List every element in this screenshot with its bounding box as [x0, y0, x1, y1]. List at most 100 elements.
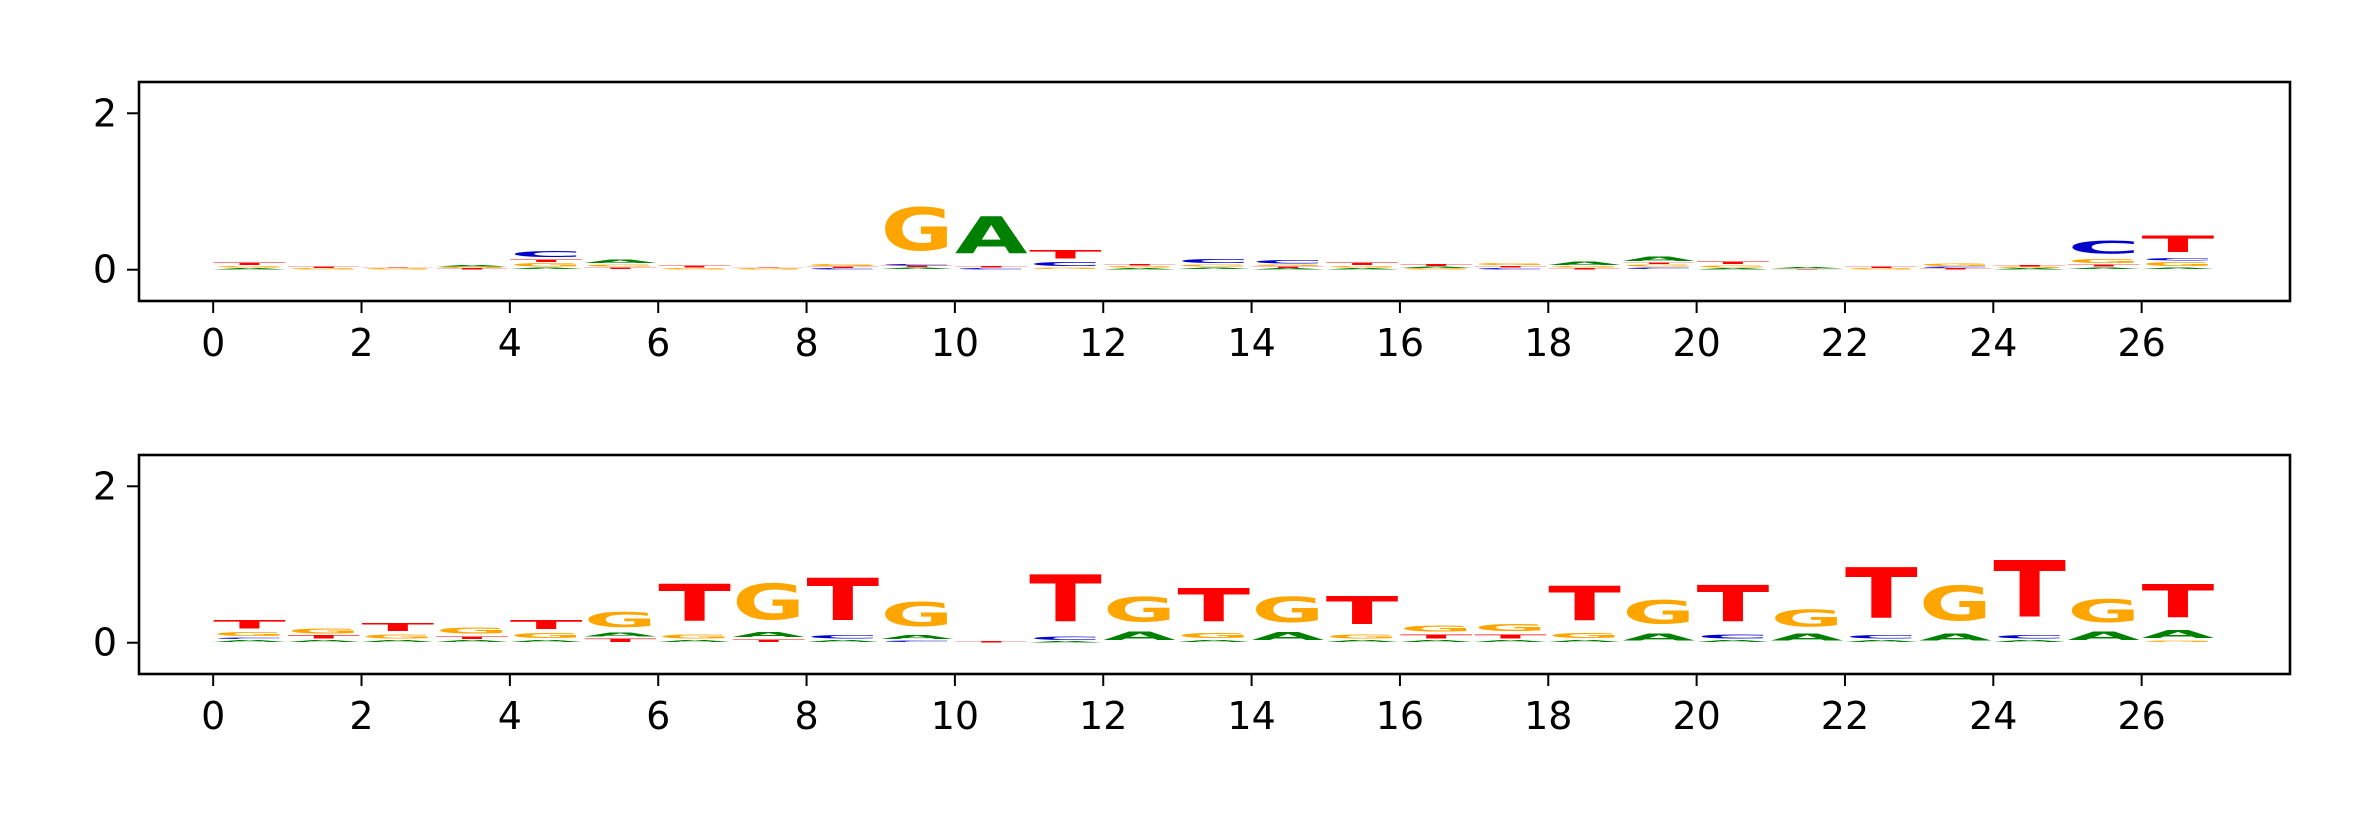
logo-letter-G: G — [1622, 593, 1695, 631]
y-tick-label: 2 — [93, 91, 117, 135]
x-tick-label: 2 — [349, 694, 373, 738]
x-tick-label: 6 — [646, 694, 670, 738]
logo-letter-T: T — [436, 636, 510, 640]
logo-letter-A: A — [1548, 261, 1621, 266]
logo-letter-T: T — [1103, 263, 1176, 265]
logo-letter-A: A — [1326, 268, 1400, 270]
logo-letter-G: G — [1103, 590, 1176, 629]
logo-letter-G: G — [1548, 632, 1621, 640]
logo-letter-C: C — [2142, 257, 2215, 261]
logo-letter-T: T — [584, 267, 657, 269]
logo-letter-A: A — [1697, 268, 1771, 270]
logo-letter-T: T — [1845, 267, 1918, 269]
x-tick-label: 8 — [794, 694, 818, 738]
logo-letter-G: G — [732, 268, 805, 270]
logo-letter-T: T — [287, 267, 360, 269]
logo-letter-T: T — [436, 268, 509, 270]
logo-letter-G: G — [1474, 263, 1547, 266]
logo-letter-G: G — [1177, 632, 1250, 640]
logo-letter-A: A — [1622, 631, 1695, 643]
logo-letter-G: G — [287, 627, 360, 635]
logo-letter-C: C — [1252, 260, 1325, 265]
logo-letter-T: T — [1400, 633, 1473, 639]
logo-letter-T: T — [213, 262, 287, 266]
logo-panel-1: AGTGTGTTGAAGTCTGAGTGTCTGATCGCTAGCTAGTAGC… — [93, 80, 2292, 365]
logo-letter-T: T — [807, 267, 880, 269]
logo-letter-C: C — [1029, 636, 1102, 641]
logo-letter-C: C — [807, 634, 880, 639]
logo-letter-T: T — [1845, 554, 1918, 635]
x-tick-label: 26 — [2117, 694, 2165, 738]
logo-letter-T: T — [1177, 579, 1250, 632]
axes-frame — [137, 453, 2292, 676]
logo-letter-T: T — [658, 265, 731, 268]
logo-letter-G: G — [1771, 606, 1844, 632]
x-tick-label: 6 — [646, 321, 670, 365]
logo-letter-T: T — [1548, 268, 1621, 270]
logo-letter-G: G — [2067, 593, 2140, 629]
logo-letter-G: G — [2142, 640, 2215, 642]
logo-letter-G: G — [658, 268, 731, 270]
logo-letter-A: A — [1177, 640, 1251, 643]
logo-letter-T: T — [1252, 267, 1325, 269]
x-tick-label: 14 — [1227, 694, 1275, 738]
logo-letter-T: T — [1993, 265, 2066, 267]
logo-letter-G: G — [1177, 264, 1250, 267]
logo-letter-T: T — [2142, 575, 2215, 628]
logo-letter-T: T — [1029, 561, 1102, 636]
logo-letter-T: T — [1326, 262, 1400, 266]
x-tick-label: 10 — [931, 694, 979, 738]
logo-letter-G: G — [807, 263, 880, 266]
logo-letter-C: C — [510, 249, 583, 258]
logo-letter-T: T — [1622, 263, 1695, 265]
logo-letter-A: A — [658, 640, 732, 643]
x-tick-label: 22 — [1821, 694, 1869, 738]
logo-letter-A: A — [955, 207, 1028, 266]
x-tick-label: 20 — [1672, 694, 1720, 738]
logo-letter-G: G — [732, 574, 805, 631]
logo-letter-A: A — [436, 265, 510, 267]
logo-letter-A: A — [1919, 632, 1992, 643]
logo-letter-G: G — [1919, 263, 1992, 267]
logo-letter-A: A — [2142, 267, 2216, 269]
logo-letter-G: G — [1326, 266, 1399, 268]
logo-panels: AGTGTGTTGAAGTCTGAGTGTCTGATCGCTAGCTAGTAGC… — [93, 80, 2292, 738]
logo-letter-C: C — [1697, 633, 1770, 639]
logo-letter-A: A — [584, 632, 657, 638]
logo-letter-A: A — [1252, 268, 1326, 270]
logo-letter-A: A — [1103, 268, 1177, 270]
logo-letter-C: C — [881, 264, 954, 266]
x-tick-label: 20 — [1672, 321, 1720, 365]
x-tick-label: 24 — [1969, 321, 2017, 365]
y-tick-label: 2 — [93, 464, 117, 508]
logo-letter-C: C — [1919, 267, 1992, 269]
logo-letter-T: T — [1919, 268, 1992, 270]
logo-letter-A: A — [213, 268, 287, 270]
logo-letter-A: A — [2067, 267, 2141, 269]
logo-letter-A: A — [1771, 267, 1845, 269]
logo-letter-G: G — [213, 266, 286, 268]
logo-letter-G: G — [881, 596, 954, 634]
x-tick-label: 26 — [2117, 321, 2165, 365]
logo-letter-G: G — [1474, 622, 1547, 633]
logo-letter-T: T — [510, 259, 584, 263]
y-tick-label: 0 — [93, 248, 117, 292]
axes-frame — [137, 80, 2292, 303]
logo-letter-A: A — [436, 640, 510, 643]
y-tick-label: 0 — [93, 621, 117, 665]
x-tick-label: 8 — [794, 321, 818, 365]
logo-letter-T: T — [1548, 578, 1621, 632]
logo-letter-C: C — [1993, 635, 2066, 640]
logo-letter-G: G — [362, 268, 435, 270]
logo-letter-A: A — [584, 259, 657, 264]
logo-letter-C: C — [807, 268, 880, 270]
logo-letter-T: T — [287, 635, 360, 640]
logo-letter-A: A — [1548, 640, 1622, 643]
logo-letter-T: T — [1697, 261, 1771, 265]
logo-letter-G: G — [436, 626, 509, 635]
logo-letter-T: T — [213, 618, 286, 631]
x-tick-label: 16 — [1376, 321, 1424, 365]
logo-letter-T: T — [2067, 264, 2140, 267]
logo-letter-G: G — [1845, 268, 1918, 270]
logo-letter-A: A — [1993, 268, 2067, 270]
